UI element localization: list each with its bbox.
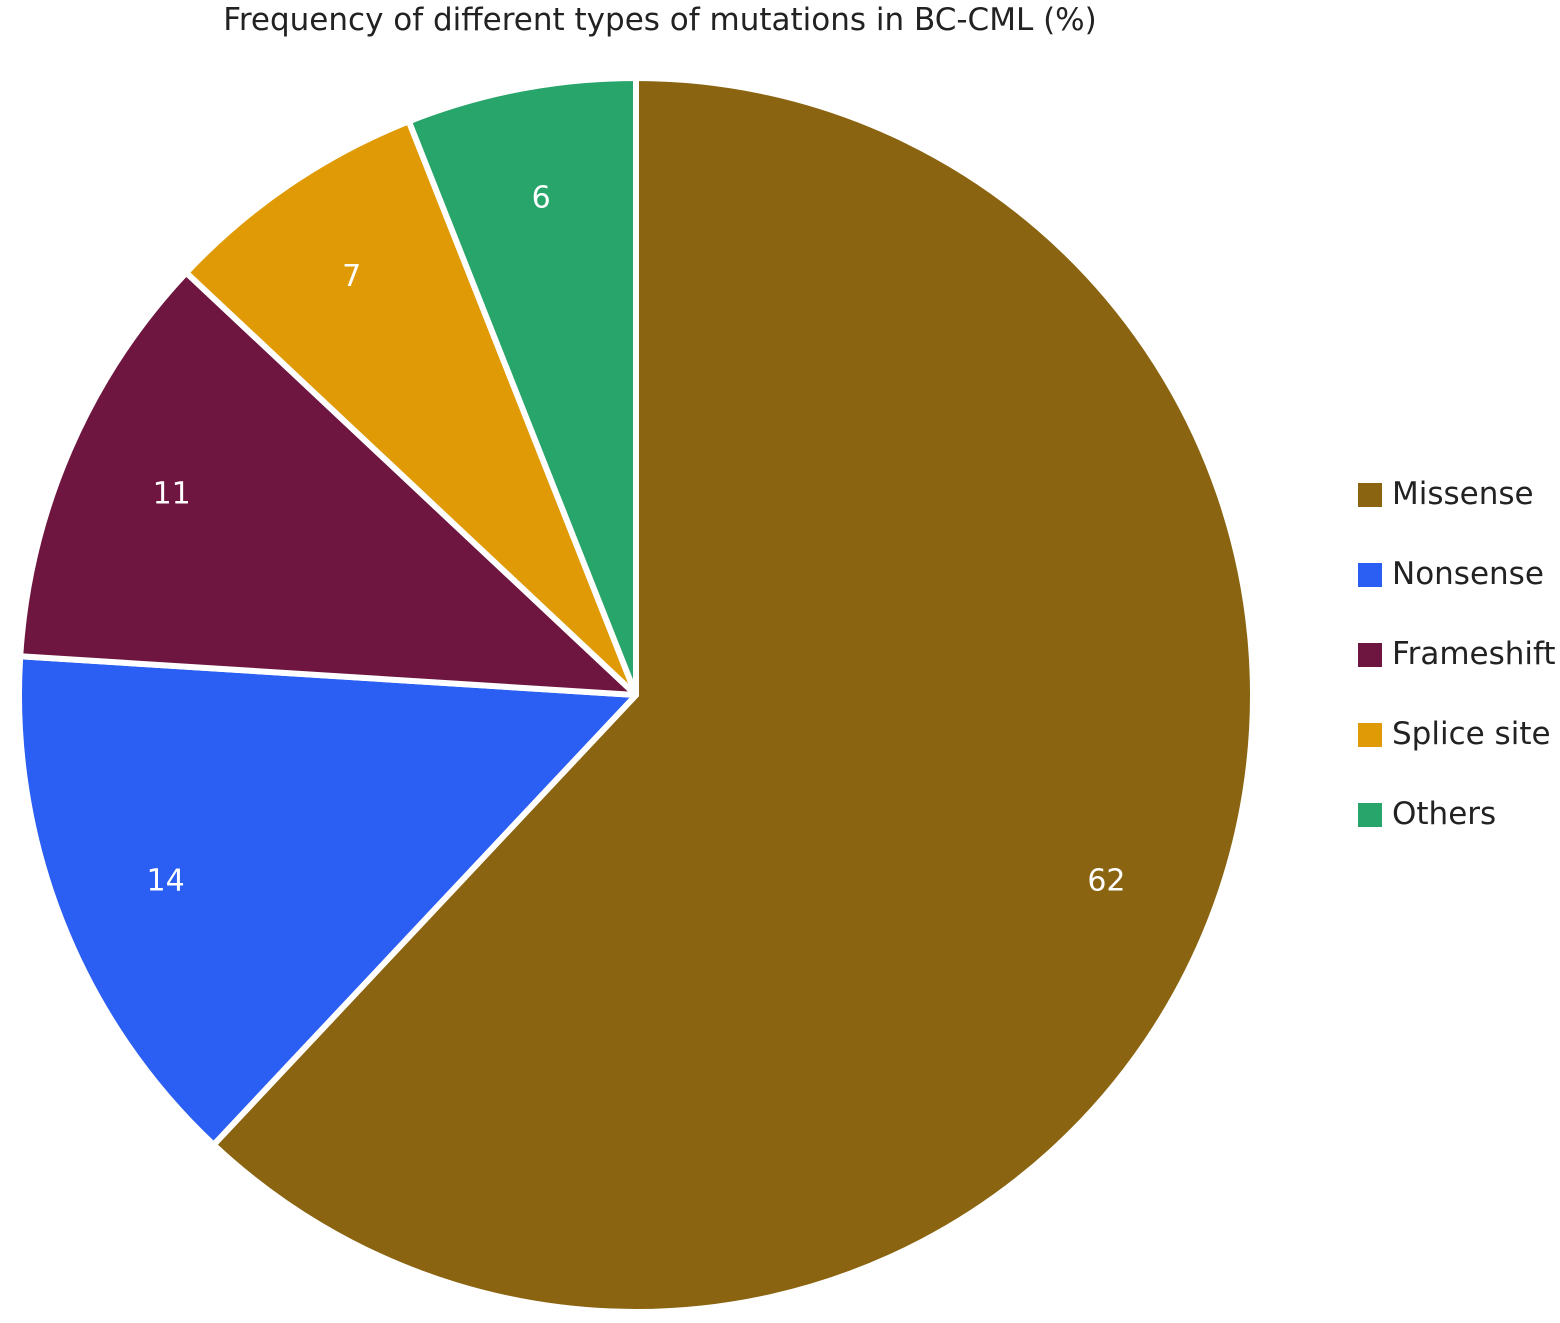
legend-label: Others <box>1392 796 1497 832</box>
data-label-others: 6 <box>532 181 551 216</box>
pie-slice-others <box>405 75 639 698</box>
legend-label: Splice site <box>1392 716 1551 752</box>
legend-item-missense: Missense <box>1358 474 1556 554</box>
legend-label: Missense <box>1392 476 1534 512</box>
pie-slice-splice-site <box>183 118 639 698</box>
pie-slice-frameshift <box>17 269 639 698</box>
legend-swatch <box>1358 483 1382 507</box>
data-label-missense: 62 <box>1087 864 1125 899</box>
legend-item-splice-site: Splice site <box>1358 714 1556 794</box>
pie-slice-nonsense <box>16 653 639 1148</box>
legend-swatch <box>1358 723 1382 747</box>
legend-swatch <box>1358 563 1382 587</box>
legend-label: Nonsense <box>1392 556 1544 592</box>
chart-title: Frequency of different types of mutation… <box>223 2 1097 38</box>
data-label-frameshift: 11 <box>153 477 191 512</box>
legend-item-frameshift: Frameshift <box>1358 634 1556 714</box>
legend: Missense Nonsense Frameshift Splice site Oth… <box>1358 474 1556 874</box>
legend-swatch <box>1358 803 1382 827</box>
legend-swatch <box>1358 643 1382 667</box>
data-label-splice-site: 7 <box>342 259 361 294</box>
legend-item-others: Others <box>1358 794 1556 874</box>
pie-slice-missense <box>210 75 1256 1315</box>
legend-item-nonsense: Nonsense <box>1358 554 1556 634</box>
legend-label: Frameshift <box>1392 636 1556 672</box>
data-label-nonsense: 14 <box>146 864 184 899</box>
